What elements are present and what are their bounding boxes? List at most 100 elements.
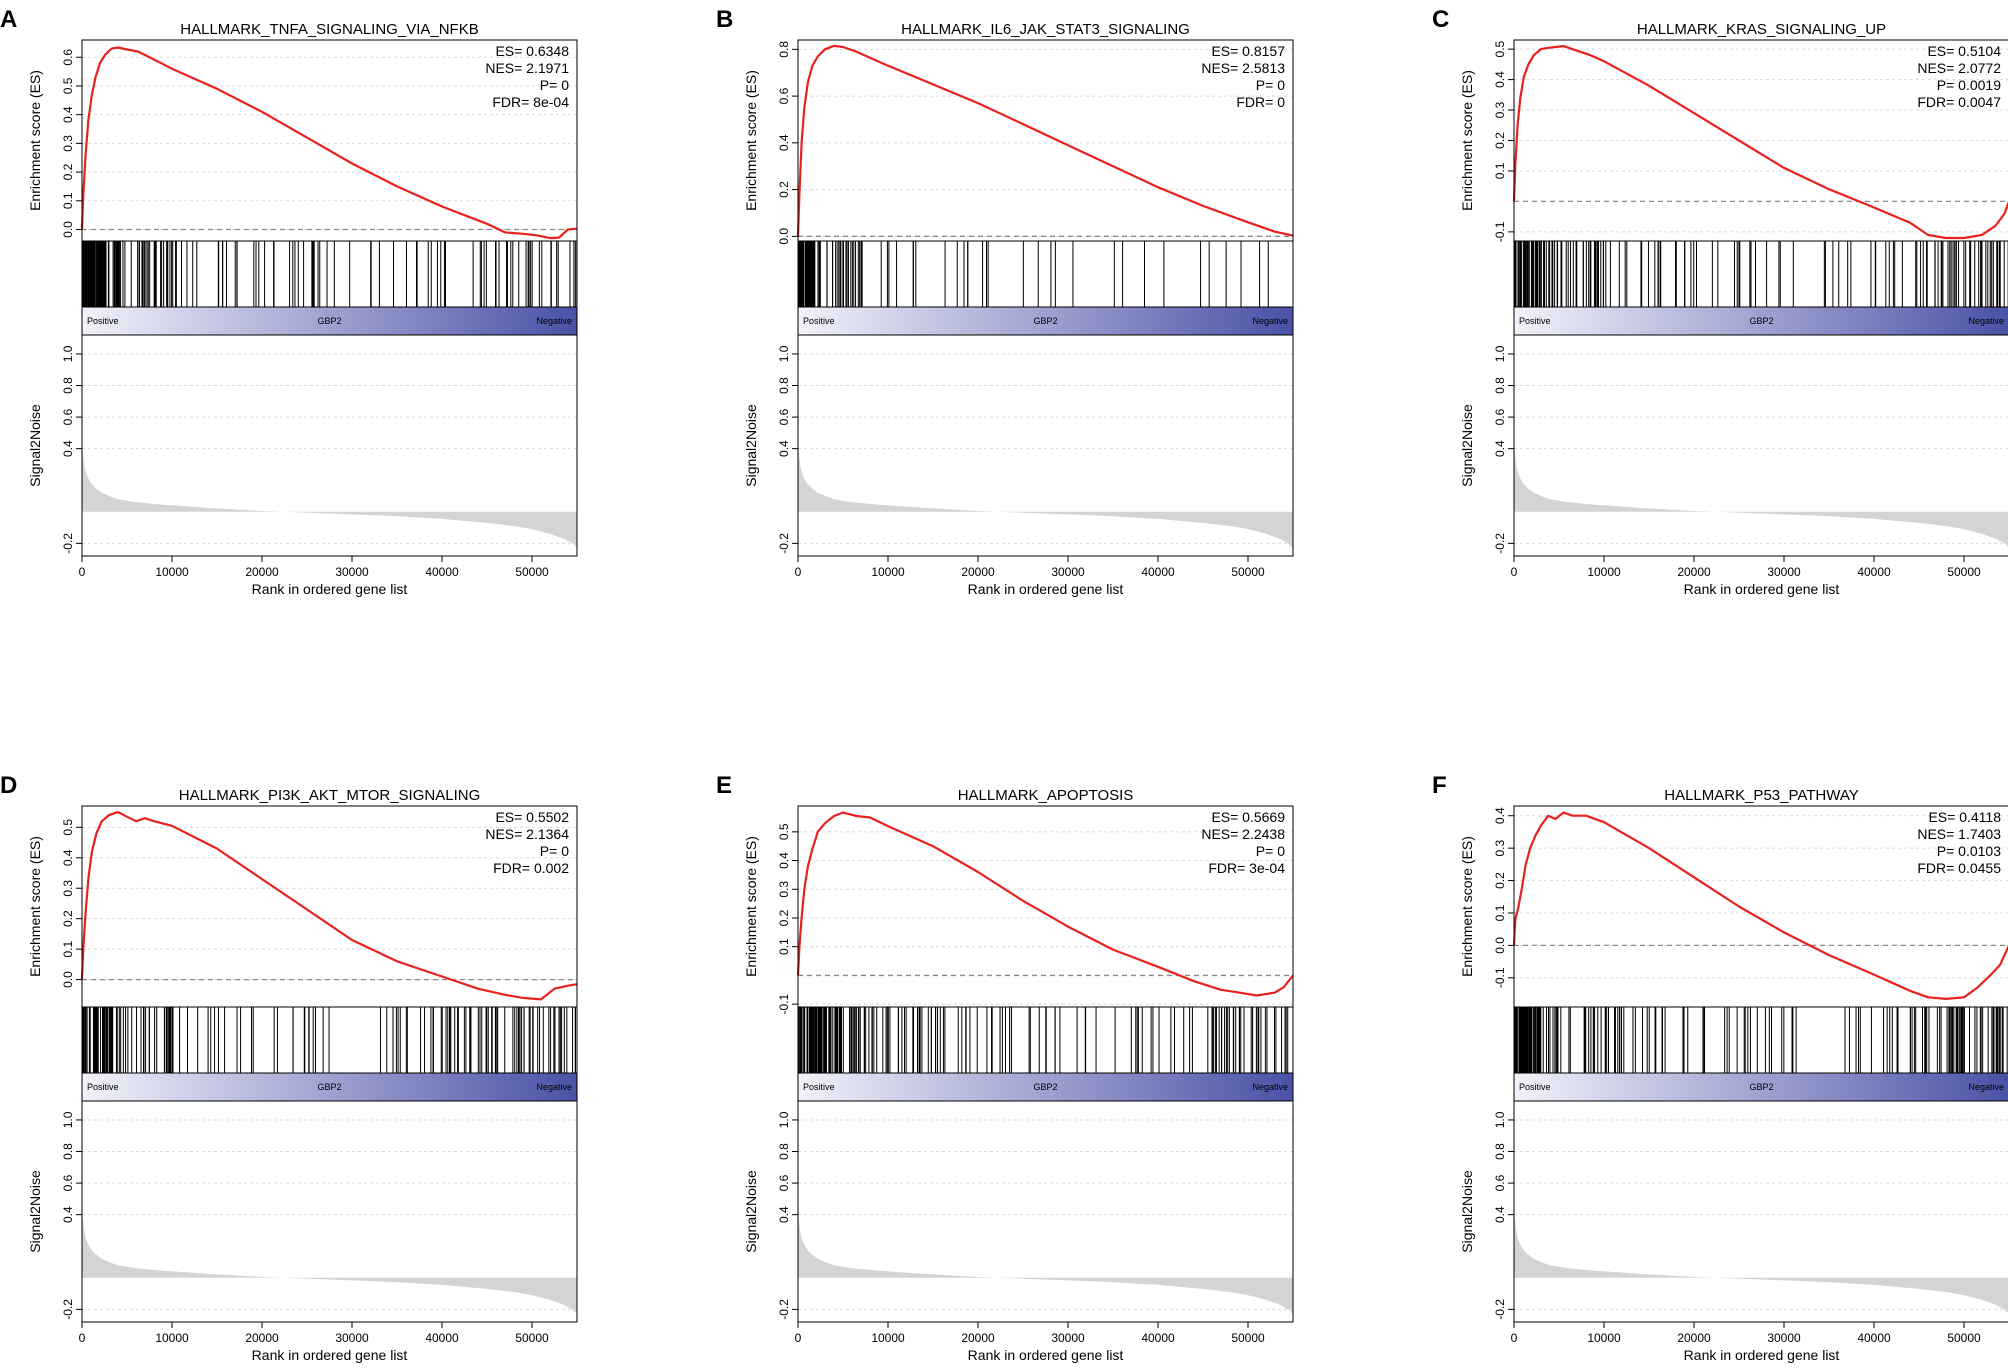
- es-tick-label: 0.6: [61, 49, 75, 66]
- x-tick-label: 50000: [1231, 1331, 1265, 1345]
- s2n-frame: [797, 1100, 1294, 1323]
- stat-label: P= 0: [1256, 843, 1285, 859]
- es-y-axis-label: Enrichment score (ES): [743, 70, 759, 211]
- panel-letter: B: [716, 6, 733, 33]
- rank-bar-left-label: Positive: [803, 1082, 835, 1092]
- rank-bar-right-label: Negative: [1252, 1082, 1288, 1092]
- es-tick-label: 0.6: [777, 87, 791, 104]
- x-tick-label: 0: [79, 1331, 86, 1345]
- es-y-axis-label: Enrichment score (ES): [743, 836, 759, 977]
- stat-label: FDR= 0.002: [493, 860, 569, 876]
- rank-bar-left-label: Positive: [1519, 1082, 1551, 1092]
- es-tick-label: 0.8: [777, 41, 791, 58]
- stat-label: FDR= 3e-04: [1208, 860, 1285, 876]
- rank-bar: [81, 1072, 578, 1102]
- panel-c: C HALLMARK_KRAS_SIGNALING_UP -0.1 0.1 0.2 0.3…: [1432, 6, 2008, 597]
- s2n-tick-label: 0.4: [777, 440, 791, 457]
- s2n-tick-label: -0.2: [777, 1299, 791, 1320]
- stat-label: P= 0: [540, 843, 569, 859]
- stat-label: NES= 1.7403: [1917, 826, 2001, 842]
- x-tick-label: 40000: [1857, 1331, 1891, 1345]
- rank-bar-left-label: Positive: [87, 1082, 119, 1092]
- x-axis-label: Rank in ordered gene list: [968, 1347, 1124, 1363]
- s2n-tick-label: 0.8: [777, 1143, 791, 1160]
- s2n-tick-label: -0.2: [61, 533, 75, 554]
- es-tick-label: 0.4: [777, 134, 791, 151]
- es-curve: [80, 46, 578, 240]
- s2n-tick-label: 0.4: [1493, 1206, 1507, 1223]
- panel-title: HALLMARK_KRAS_SIGNALING_UP: [1637, 21, 1886, 38]
- rank-bar-right-label: Negative: [536, 1082, 572, 1092]
- x-tick-label: 40000: [425, 1331, 459, 1345]
- es-tick-label: -0.1: [1493, 967, 1507, 988]
- rank-bar-left-label: Positive: [87, 316, 119, 326]
- stat-label: ES= 0.5104: [1927, 43, 2001, 59]
- es-tick-label: 0.5: [61, 77, 75, 94]
- es-tick-label: 0.2: [777, 181, 791, 198]
- x-tick-label: 50000: [515, 565, 549, 579]
- stat-label: P= 0: [1256, 77, 1285, 93]
- x-tick-label: 0: [1511, 1331, 1518, 1345]
- stat-label: P= 0.0103: [1937, 843, 2001, 859]
- s2n-y-axis-label: Signal2Noise: [27, 404, 43, 487]
- x-tick-label: 0: [795, 565, 802, 579]
- rank-bar-right-label: Negative: [1252, 316, 1288, 326]
- panel-a: A HALLMARK_TNFA_SIGNALING_VIA_NFKB 0.0 0.1 0…: [0, 6, 578, 597]
- rank-bar-right-label: Negative: [1968, 1082, 2004, 1092]
- panel-title: HALLMARK_IL6_JAK_STAT3_SIGNALING: [901, 21, 1190, 38]
- panel-letter: A: [0, 6, 17, 33]
- x-axis-label: Rank in ordered gene list: [252, 581, 408, 597]
- x-axis-label: Rank in ordered gene list: [1684, 1347, 1840, 1363]
- es-tick-label: 0.5: [777, 823, 791, 840]
- s2n-tick-label: 1.0: [777, 1111, 791, 1128]
- stat-label: NES= 2.1971: [485, 60, 569, 76]
- x-tick-label: 20000: [245, 565, 279, 579]
- es-tick-label: 0.4: [61, 849, 75, 866]
- rank-bar: [797, 1072, 1294, 1102]
- s2n-tick-label: -0.2: [61, 1299, 75, 1320]
- s2n-tick-label: 0.8: [61, 377, 75, 394]
- s2n-area: [798, 445, 1293, 549]
- s2n-tick-label: 0.4: [777, 1206, 791, 1223]
- x-tick-label: 40000: [1141, 565, 1175, 579]
- es-tick-label: 0.2: [61, 163, 75, 180]
- s2n-area: [82, 445, 577, 549]
- s2n-area: [82, 1211, 577, 1315]
- es-curve: [1512, 811, 2008, 1000]
- hits-frame: [1513, 1006, 2008, 1074]
- rank-bar: [1513, 306, 2008, 336]
- x-tick-label: 0: [79, 565, 86, 579]
- rank-bar-middle-label: GBP2: [317, 1082, 341, 1092]
- stat-label: NES= 2.1364: [485, 826, 569, 842]
- s2n-y-axis-label: Signal2Noise: [27, 1170, 43, 1253]
- stat-label: NES= 2.5813: [1201, 60, 1285, 76]
- stat-label: FDR= 0.0047: [1917, 94, 2001, 110]
- es-tick-label: 0.3: [1493, 101, 1507, 118]
- es-tick-label: 0.0: [61, 971, 75, 988]
- panel-d: D HALLMARK_PI3K_AKT_MTOR_SIGNALING 0.0 0.1 0…: [0, 772, 578, 1363]
- s2n-tick-label: 0.6: [61, 408, 75, 425]
- es-tick-label: 0.0: [61, 221, 75, 238]
- es-tick-label: 0.1: [61, 192, 75, 209]
- panel-title: HALLMARK_PI3K_AKT_MTOR_SIGNALING: [179, 787, 481, 804]
- es-curve: [796, 44, 1294, 237]
- es-curve: [1512, 45, 2008, 240]
- x-tick-label: 50000: [515, 1331, 549, 1345]
- s2n-tick-label: -0.2: [777, 533, 791, 554]
- es-tick-label: -0.1: [777, 993, 791, 1014]
- x-tick-label: 20000: [1677, 1331, 1711, 1345]
- x-tick-label: 30000: [1767, 565, 1801, 579]
- x-tick-label: 30000: [1051, 565, 1085, 579]
- rank-bar: [81, 306, 578, 336]
- x-axis-label: Rank in ordered gene list: [968, 581, 1124, 597]
- x-tick-label: 30000: [1051, 1331, 1085, 1345]
- rank-bar-right-label: Negative: [536, 316, 572, 326]
- x-tick-label: 40000: [1857, 565, 1891, 579]
- rank-bar-right-label: Negative: [1968, 316, 2004, 326]
- panel-letter: C: [1432, 6, 1449, 33]
- s2n-tick-label: 0.8: [1493, 377, 1507, 394]
- s2n-y-axis-label: Signal2Noise: [743, 404, 759, 487]
- x-tick-label: 10000: [871, 565, 905, 579]
